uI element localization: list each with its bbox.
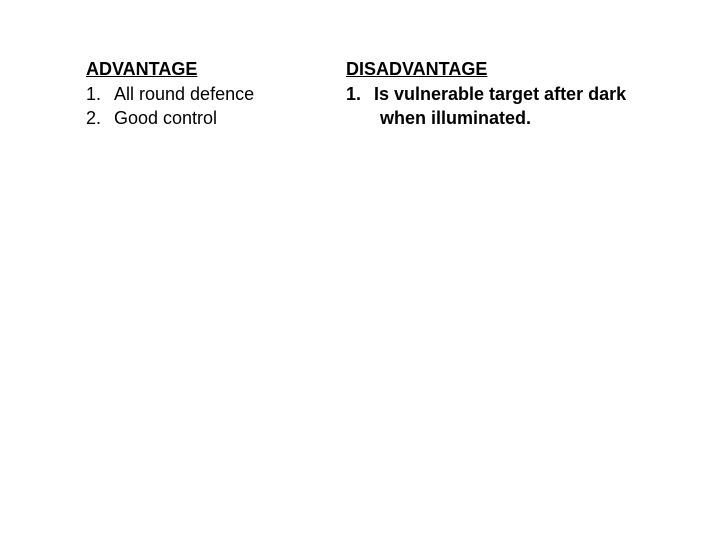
list-text: All round defence [114,83,346,106]
advantage-heading: ADVANTAGE [86,58,346,81]
list-item: 1. All round defence [86,83,346,106]
list-number: 2. [86,107,114,130]
disadvantage-heading: DISADVANTAGE [346,58,720,81]
content-wrapper: ADVANTAGE 1. All round defence 2. Good c… [0,0,720,130]
list-text: Is vulnerable target after dark [374,83,720,106]
list-continuation: when illuminated. [346,107,720,130]
list-number: 1. [86,83,114,106]
list-text: Good control [114,107,346,130]
disadvantage-column: DISADVANTAGE 1. Is vulnerable target aft… [346,58,720,130]
list-number: 1. [346,83,374,106]
list-item: 2. Good control [86,107,346,130]
list-item: 1. Is vulnerable target after dark [346,83,720,106]
advantage-column: ADVANTAGE 1. All round defence 2. Good c… [86,58,346,130]
